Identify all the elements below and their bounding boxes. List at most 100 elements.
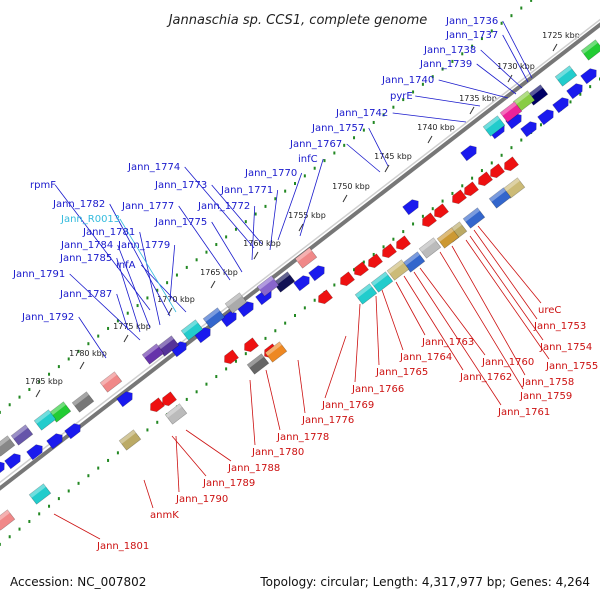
reverse-leader-line bbox=[265, 369, 281, 431]
reverse-gene-label[interactable]: Jann_1788 bbox=[227, 463, 280, 474]
reverse-gene-block bbox=[118, 429, 142, 451]
reverse-gene-label[interactable]: Jann_1758 bbox=[521, 377, 574, 388]
forward-gene-label[interactable]: infA bbox=[116, 260, 136, 271]
forward-gene-block bbox=[580, 39, 600, 61]
outer-tick-dot bbox=[28, 387, 31, 391]
forward-gene-block bbox=[554, 65, 578, 87]
outer-tick-dot bbox=[431, 75, 434, 79]
inner-tick-dot bbox=[510, 146, 513, 150]
forward-gene-label[interactable]: Jann_1740 bbox=[381, 75, 434, 86]
forward-gene-label[interactable]: Jann_1784 bbox=[60, 240, 113, 251]
outer-tick-dot bbox=[313, 166, 316, 170]
forward-gene-arrow bbox=[46, 433, 63, 450]
forward-gene-label[interactable]: Jann_1742 bbox=[335, 108, 388, 119]
forward-gene-label[interactable]: Jann_1774 bbox=[127, 162, 180, 173]
inner-tick-dot bbox=[185, 397, 188, 401]
outer-tick-dot bbox=[392, 105, 395, 109]
reverse-leader-line bbox=[297, 359, 306, 414]
forward-gene-label[interactable]: Jann_1773 bbox=[154, 180, 207, 191]
reverse-gene-label[interactable]: ureC bbox=[538, 305, 561, 316]
outer-tick-dot bbox=[421, 82, 424, 86]
forward-gene-label[interactable]: Jann_1767 bbox=[289, 139, 342, 150]
reverse-gene-label[interactable]: Jann_1763 bbox=[421, 337, 474, 348]
outer-tick-dot bbox=[441, 67, 444, 71]
inner-tick-dot bbox=[539, 123, 542, 127]
inner-tick-dot bbox=[579, 92, 582, 96]
forward-gene-label[interactable]: Jann_1770 bbox=[244, 168, 297, 179]
forward-gene-block bbox=[33, 409, 57, 431]
inner-tick-dot bbox=[480, 169, 483, 173]
outer-tick-dot bbox=[116, 319, 119, 323]
rna-gene-label[interactable]: Jann_R0013 bbox=[60, 214, 120, 225]
forward-gene-label[interactable]: pyrE bbox=[390, 91, 413, 102]
reverse-gene-arrow bbox=[224, 349, 240, 365]
forward-gene-label[interactable]: Jann_1785 bbox=[59, 253, 112, 264]
reverse-gene-label[interactable]: Jann_1790 bbox=[175, 494, 228, 505]
forward-gene-label[interactable]: Jann_1771 bbox=[220, 185, 273, 196]
forward-gene-arrow bbox=[580, 68, 597, 85]
forward-gene-label[interactable]: Jann_1779 bbox=[117, 240, 170, 251]
reverse-gene-label[interactable]: anmK bbox=[150, 510, 179, 521]
reverse-leader-line bbox=[381, 289, 404, 351]
forward-gene-label[interactable]: Jann_1781 bbox=[82, 227, 135, 238]
inner-tick-dot bbox=[38, 512, 41, 516]
forward-gene-label[interactable]: Jann_1772 bbox=[197, 201, 250, 212]
inner-tick-dot bbox=[234, 359, 237, 363]
forward-leader-line bbox=[109, 203, 171, 317]
reverse-gene-label[interactable]: Jann_1765 bbox=[375, 367, 428, 378]
inner-tick-dot bbox=[362, 260, 365, 264]
outer-tick-dot bbox=[520, 6, 523, 10]
outer-tick-dot bbox=[530, 0, 533, 2]
forward-gene-label[interactable]: Jann_1775 bbox=[154, 217, 207, 228]
reverse-gene-label[interactable]: Jann_1769 bbox=[321, 400, 374, 411]
reverse-gene-label[interactable]: Jann_1801 bbox=[96, 541, 149, 552]
forward-gene-arrow bbox=[194, 327, 211, 344]
reverse-gene-label[interactable]: Jann_1753 bbox=[533, 321, 586, 332]
forward-gene-label[interactable]: Jann_1757 bbox=[311, 123, 364, 134]
outer-tick-dot bbox=[136, 304, 139, 308]
forward-gene-arrow bbox=[170, 341, 187, 358]
kbp-tick bbox=[298, 223, 304, 232]
reverse-gene-label[interactable]: Jann_1780 bbox=[251, 447, 304, 458]
reverse-gene-label[interactable]: Jann_1761 bbox=[497, 407, 550, 418]
forward-gene-label[interactable]: Jann_1777 bbox=[121, 201, 174, 212]
forward-gene-label[interactable]: Jann_1791 bbox=[12, 269, 65, 280]
kbp-tick-label: 1745 kbp bbox=[374, 152, 412, 161]
forward-gene-label[interactable]: Jann_1792 bbox=[21, 312, 74, 323]
inner-tick-dot bbox=[500, 153, 503, 157]
forward-gene-label[interactable]: Jann_1739 bbox=[419, 59, 472, 70]
kbp-tick-label: 1740 kbp bbox=[417, 123, 455, 132]
forward-leader-line bbox=[184, 166, 255, 249]
reverse-gene-label[interactable]: Jann_1766 bbox=[351, 384, 404, 395]
reverse-gene-label[interactable]: Jann_1759 bbox=[519, 391, 572, 402]
forward-gene-label[interactable]: Jann_1736 bbox=[445, 16, 498, 27]
forward-gene-label[interactable]: Jann_1737 bbox=[445, 30, 498, 41]
inner-tick-dot bbox=[205, 382, 208, 386]
reverse-gene-label[interactable]: Jann_1755 bbox=[545, 361, 598, 372]
outer-tick-dot bbox=[244, 220, 247, 224]
forward-gene-label[interactable]: infC bbox=[298, 154, 318, 165]
reverse-gene-label[interactable]: Jann_1778 bbox=[276, 432, 329, 443]
accession-text: Accession: NC_007802 bbox=[10, 575, 146, 589]
forward-gene-label[interactable]: rpmF bbox=[30, 180, 56, 191]
forward-gene-block bbox=[482, 115, 506, 137]
forward-gene-label[interactable]: Jann_1782 bbox=[52, 199, 105, 210]
forward-gene-label[interactable]: Jann_1787 bbox=[59, 289, 112, 300]
forward-leader-line bbox=[368, 127, 389, 167]
reverse-gene-block bbox=[354, 283, 378, 305]
reverse-gene-label[interactable]: Jann_1776 bbox=[301, 415, 354, 426]
inner-tick-dot bbox=[107, 458, 110, 462]
kbp-tick bbox=[210, 280, 216, 289]
reverse-gene-label[interactable]: Jann_1754 bbox=[539, 342, 592, 353]
reverse-gene-label[interactable]: Jann_1764 bbox=[399, 352, 452, 363]
reverse-gene-label[interactable]: Jann_1762 bbox=[459, 372, 512, 383]
kbp-tick bbox=[552, 43, 558, 52]
forward-gene-arrow bbox=[402, 199, 419, 216]
reverse-gene-block bbox=[462, 207, 486, 229]
reverse-gene-label[interactable]: Jann_1760 bbox=[481, 357, 534, 368]
kbp-tick-label: 1765 kbp bbox=[200, 268, 238, 277]
outer-tick-dot bbox=[18, 395, 21, 399]
outer-tick-dot bbox=[362, 128, 365, 132]
reverse-gene-label[interactable]: Jann_1789 bbox=[202, 478, 255, 489]
forward-gene-label[interactable]: Jann_1738 bbox=[423, 45, 476, 56]
